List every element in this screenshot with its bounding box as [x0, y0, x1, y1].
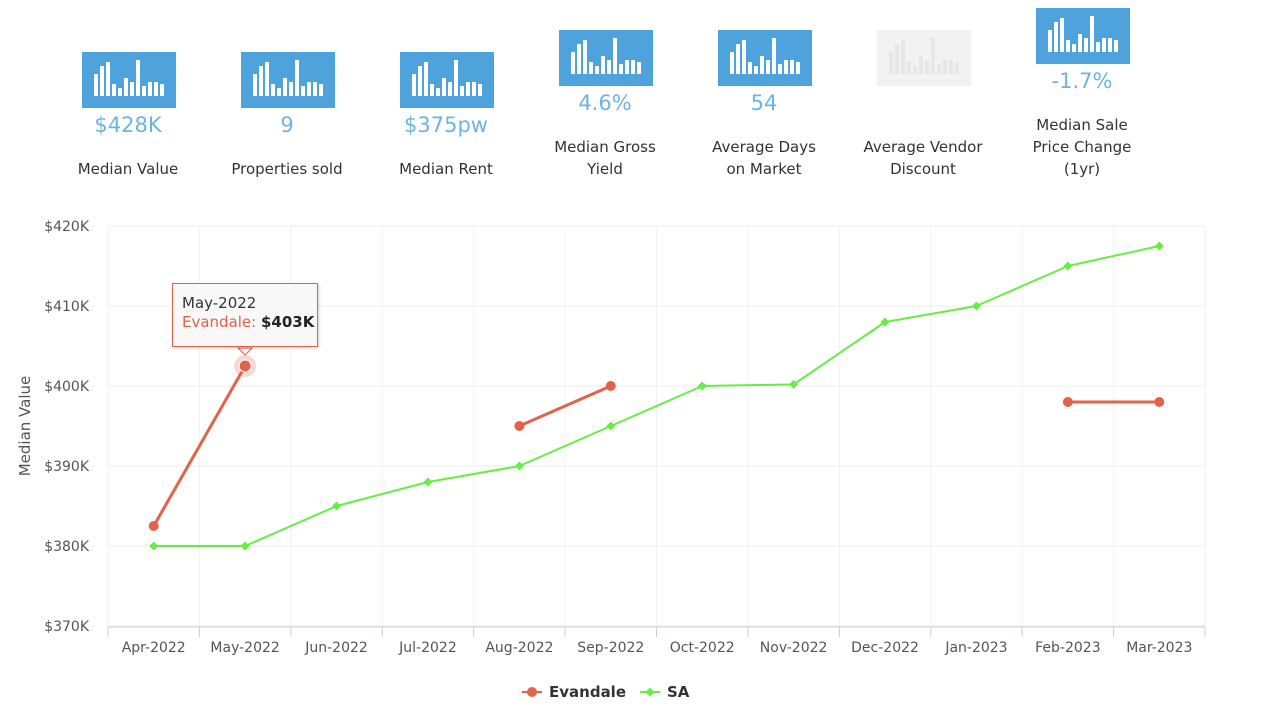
- data-point: [148, 521, 159, 531]
- stat-value: $428K: [94, 113, 162, 137]
- y-tick-label: $390K: [44, 459, 90, 475]
- x-tick-label: Jun-2022: [304, 640, 368, 656]
- stat-label: Average Days: [712, 138, 816, 156]
- stat-value: $375pw: [404, 113, 488, 137]
- y-tick-label: $400K: [44, 379, 90, 395]
- series-layer: [148, 241, 1165, 551]
- x-tick-label: Mar-2023: [1126, 640, 1192, 656]
- legend-item-sa[interactable]: SA: [640, 683, 690, 701]
- stat-value: 54: [750, 91, 778, 115]
- data-point: [789, 379, 799, 389]
- data-point: [1062, 397, 1073, 407]
- y-tick-label: $410K: [44, 299, 90, 315]
- bar-chart-icon[interactable]: [1036, 8, 1130, 64]
- axes: Apr-2022 May-2022 Jun-2022 Jul-2022 Aug-2022…: [16, 219, 1206, 656]
- y-axis-title: Median Value: [16, 376, 34, 477]
- stat-value: -1.7%: [1051, 69, 1113, 93]
- data-point: [1063, 261, 1073, 271]
- data-point: [971, 301, 981, 311]
- y-tick-label: $420K: [44, 219, 90, 235]
- x-tick-label: Feb-2023: [1035, 640, 1100, 656]
- stat-card[interactable]: 4.6% Median Gross Yield: [535, 0, 675, 190]
- x-tick-label: May-2022: [210, 640, 279, 656]
- stat-label: Discount: [890, 160, 956, 178]
- y-tick-label: $370K: [44, 619, 90, 635]
- stat-label: Median Value: [77, 160, 179, 178]
- data-point: [697, 381, 707, 391]
- bar-chart-icon[interactable]: [559, 30, 653, 86]
- y-tick-label: $380K: [44, 539, 90, 555]
- bar-chart-icon[interactable]: [82, 52, 176, 108]
- stat-label: Median Rent: [399, 160, 493, 178]
- stat-card[interactable]: -1.7% Median Sale Price Change (1yr): [1012, 0, 1152, 190]
- stat-card[interactable]: $428K Median Value: [58, 0, 198, 190]
- x-tick-label: Apr-2022: [122, 640, 186, 656]
- data-point: [605, 381, 616, 391]
- stat-label: Median Sale: [1036, 116, 1128, 134]
- data-point: [149, 541, 159, 551]
- stat-value: 4.6%: [578, 91, 632, 115]
- series-evandale: [148, 355, 1165, 531]
- data-point: [238, 359, 252, 373]
- x-tick-label: Dec-2022: [851, 640, 919, 656]
- stat-label: Median Gross: [554, 138, 656, 156]
- tooltip-series-name: Evandale: [182, 313, 252, 331]
- series-line: [518, 384, 612, 428]
- series-line: [153, 245, 1160, 547]
- stat-label: Yield: [587, 160, 623, 178]
- bar-chart-icon[interactable]: [718, 30, 812, 86]
- tooltip-pointer: [236, 347, 254, 356]
- bar-chart-icon[interactable]: [241, 52, 335, 108]
- x-tick-label: Oct-2022: [670, 640, 735, 656]
- stat-label: Properties sold: [231, 160, 343, 178]
- legend[interactable]: Evandale SA: [522, 683, 690, 701]
- legend-item-evandale[interactable]: Evandale: [522, 683, 626, 701]
- bar-chart-icon[interactable]: [400, 52, 494, 108]
- series-sa: [149, 241, 1164, 551]
- stat-card[interactable]: $375pw Median Rent: [376, 0, 516, 190]
- x-tick-label: Sep-2022: [577, 640, 644, 656]
- stat-card[interactable]: 54 Average Days on Market: [694, 0, 834, 190]
- data-point: [423, 477, 433, 487]
- data-point: [514, 421, 525, 431]
- data-point: [240, 541, 250, 551]
- stat-label: Price Change: [1032, 138, 1132, 156]
- data-point: [1154, 241, 1164, 251]
- x-tick-label: Jul-2022: [398, 640, 457, 656]
- chart-tooltip: May-2022 Evandale: $403K: [172, 283, 318, 347]
- stat-label: (1yr): [1063, 160, 1101, 178]
- x-tick-label: Nov-2022: [760, 640, 828, 656]
- stat-value: 9: [280, 113, 294, 137]
- bar-chart-icon[interactable]: [877, 30, 971, 86]
- stat-label: on Market: [726, 160, 802, 178]
- stat-label: Average Vendor: [863, 138, 983, 156]
- data-point: [606, 421, 616, 431]
- data-point: [332, 501, 342, 511]
- legend-marker: [645, 687, 655, 697]
- x-tick-label: Aug-2022: [485, 640, 553, 656]
- stat-card[interactable]: 9 Properties sold: [217, 0, 357, 190]
- tooltip-category: May-2022: [182, 294, 257, 312]
- data-point: [514, 461, 524, 471]
- legend-marker: [527, 687, 537, 697]
- data-point: [1154, 397, 1165, 407]
- legend-label: Evandale: [549, 683, 626, 701]
- x-tick-label: Jan-2023: [944, 640, 1007, 656]
- data-point: [880, 317, 890, 327]
- series-line: [152, 365, 247, 527]
- stat-card[interactable]: Average Vendor Discount: [853, 0, 993, 190]
- legend-label: SA: [667, 683, 690, 701]
- tooltip-value: $403K: [261, 313, 315, 331]
